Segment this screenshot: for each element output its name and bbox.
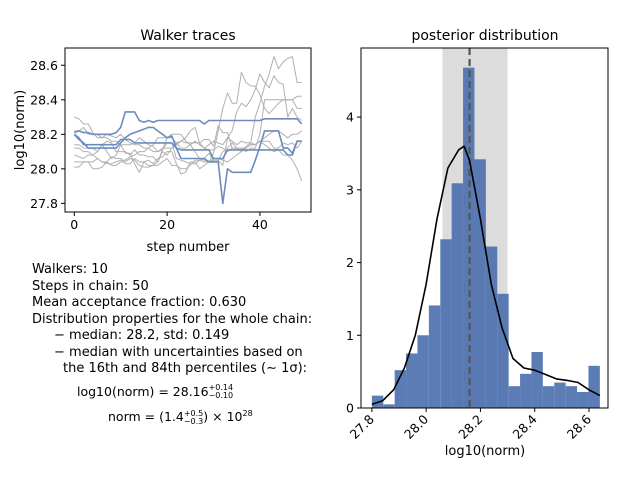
norm-errors: +0.5 −0.3 (183, 408, 204, 426)
walker-traces-title: Walker traces (140, 28, 235, 44)
norm-equation-lhs: norm = (1.4 (108, 409, 184, 425)
walker-trace-5 (74, 73, 302, 166)
histogram-bar (554, 382, 566, 408)
walker-x-tick-label: 0 (70, 217, 78, 232)
histogram-bar (588, 365, 600, 408)
histogram-bar (394, 370, 407, 408)
posterior-y-ticks: 0 1 2 3 4 (346, 110, 361, 416)
walker-trace-4 (74, 99, 302, 153)
histogram-bar (531, 352, 543, 408)
histogram-bar (428, 305, 441, 408)
posterior-x-tick-label: 28.2 (455, 412, 485, 442)
walker-x-tick-label: 40 (252, 217, 268, 232)
steps-line: Steps in chain: 50 (32, 278, 149, 294)
walker-trace-10 (74, 130, 302, 165)
histogram-bar (497, 293, 509, 408)
posterior-y-tick-label: 2 (346, 255, 354, 270)
posterior-frame (360, 47, 609, 409)
kde-curve-group (371, 145, 601, 406)
walker-trace-9 (74, 140, 303, 170)
walker-trace-1 (74, 111, 303, 136)
histogram-bar (383, 404, 395, 408)
posterior-x-label: log10(norm) (445, 444, 525, 459)
chain-summary-text: Walkers: 10 Steps in chain: 50 Mean acce… (32, 262, 332, 426)
posterior-y-tick-label: 4 (346, 110, 354, 125)
histogram-bar (440, 239, 452, 408)
walkers-line: Walkers: 10 (32, 262, 108, 277)
distribution-header: Distribution properties for the whole ch… (32, 311, 313, 327)
median-uncertainty-line-1: − median with uncertainties based on (54, 344, 303, 360)
norm-lower-error: −0.3 (183, 416, 204, 426)
walker-x-tick-label: 20 (159, 217, 175, 232)
median-std-line: − median: 28.2, std: 0.149 (54, 328, 230, 343)
walker-traces-x-ticks: 0 20 40 (70, 212, 268, 232)
histogram-bar (565, 386, 578, 408)
posterior-panel: posterior distribution 27.8 28.0 28.2 28.4 2… (346, 28, 609, 459)
posterior-y-tick-label: 0 (346, 401, 354, 416)
walker-y-tick-label: 28.2 (30, 127, 58, 142)
posterior-x-ticks: 27.8 28.0 28.2 28.4 28.6 (347, 408, 594, 442)
walker-traces-frame (64, 47, 312, 213)
kde-curve (371, 145, 601, 406)
log-norm-upper-error: +0.14 (208, 383, 234, 392)
acceptance-line: Mean acceptance fraction: 0.630 (32, 295, 247, 310)
histogram-bar (508, 386, 521, 408)
walker-y-tick-label: 27.8 (30, 196, 58, 211)
posterior-x-tick-label: 28.4 (510, 411, 540, 441)
log-norm-equation-lhs: log10(norm) = 28.16 (77, 383, 209, 399)
walker-traces-x-label: step number (147, 240, 231, 255)
median-uncertainty-line-2: the 16th and 84th percentiles (∼ 1σ): (63, 361, 308, 376)
walker-y-tick-label: 28.0 (30, 161, 58, 176)
posterior-x-tick-label: 28.6 (564, 411, 594, 441)
histogram-bar (577, 392, 589, 408)
posterior-title: posterior distribution (411, 28, 558, 44)
walker-traces-panel: Walker traces 0 20 40 27.8 28.0 28.2 28.4 28.6… (13, 28, 312, 255)
walker-traces-y-ticks: 27.8 28.0 28.2 28.4 28.6 (30, 58, 65, 211)
posterior-x-tick-label: 28.0 (401, 411, 431, 441)
walker-trace-3 (73, 126, 302, 205)
histogram-bar (474, 159, 486, 408)
histogram-bar (406, 353, 418, 408)
walker-trace-7 (74, 56, 302, 170)
histogram-bar (417, 335, 429, 408)
histogram-bar (542, 386, 555, 408)
log-norm-errors: +0.14 −0.10 (209, 384, 234, 400)
histogram-bar (520, 373, 532, 408)
log-norm-lower-error: −0.10 (208, 391, 234, 400)
norm-upper-error: +0.5 (183, 408, 204, 418)
walker-traces-y-label: log10(norm) (13, 90, 28, 170)
walker-trace-2 (73, 133, 302, 160)
norm-exponent: 28 (242, 409, 253, 418)
walker-traces-series-group (73, 56, 303, 205)
histogram-bar (485, 246, 498, 408)
walker-y-tick-label: 28.6 (30, 58, 58, 73)
log-norm-equation: log10(norm) = 28.16 +0.14 −0.10 (32, 384, 332, 401)
posterior-y-tick-label: 3 (346, 182, 354, 197)
histogram-bar (451, 183, 464, 408)
posterior-y-tick-label: 1 (346, 328, 354, 343)
norm-equation-rhs: ) × 10 (203, 409, 243, 425)
walker-y-tick-label: 28.4 (30, 92, 58, 107)
posterior-x-tick-label: 27.8 (347, 411, 377, 441)
norm-equation: norm = (1.4 +0.5 −0.3) × 1028 (32, 406, 332, 426)
